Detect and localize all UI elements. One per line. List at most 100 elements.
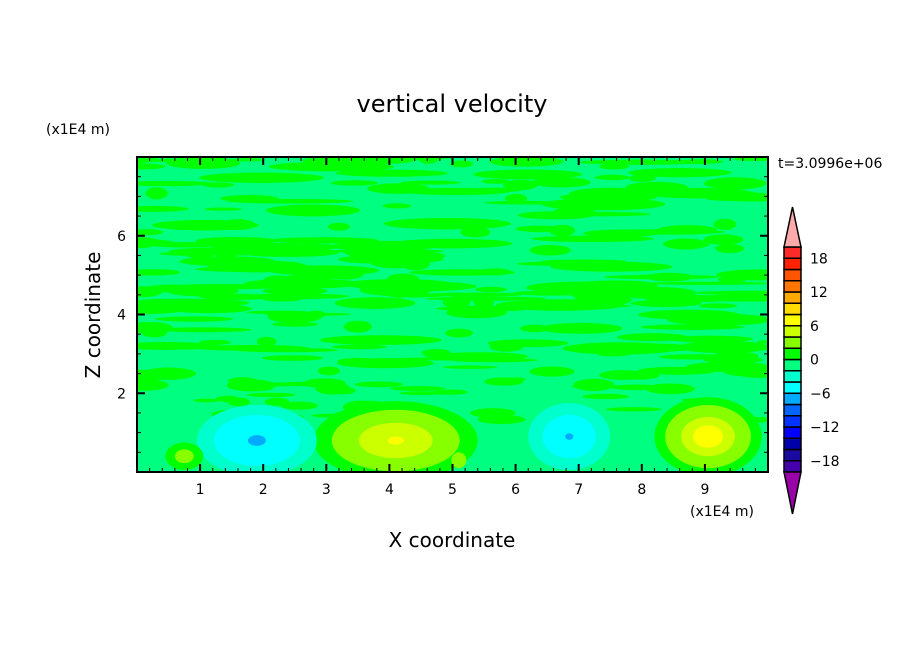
colorbar-box bbox=[783, 336, 802, 349]
colorbar-box bbox=[783, 280, 802, 293]
contour-streak bbox=[137, 205, 189, 212]
contour-streak bbox=[550, 261, 673, 272]
colorbar-box bbox=[783, 358, 802, 372]
contour-streak bbox=[704, 177, 767, 190]
contour-streak bbox=[329, 249, 445, 254]
contour-streak bbox=[612, 286, 697, 299]
contour-region bbox=[451, 452, 467, 469]
contour-streak bbox=[232, 158, 266, 162]
colorbar-box bbox=[783, 257, 802, 271]
contour-streak bbox=[573, 378, 615, 392]
contour-streak bbox=[717, 276, 747, 283]
colorbar-box bbox=[783, 437, 802, 451]
colorbar-tick-label: 12 bbox=[810, 285, 828, 301]
contour-streak bbox=[589, 343, 701, 352]
contour-streak bbox=[678, 159, 724, 164]
contour-streak bbox=[259, 294, 305, 302]
contour-streak bbox=[703, 234, 744, 245]
contour-streak bbox=[198, 172, 324, 183]
colorbar-box bbox=[783, 392, 802, 406]
contour-streak bbox=[450, 160, 474, 168]
contour-streak bbox=[517, 211, 594, 220]
contour-streak bbox=[268, 237, 379, 244]
contour-streak bbox=[284, 274, 343, 280]
contour-streak bbox=[616, 333, 689, 342]
contour-streak bbox=[481, 179, 510, 184]
contour-streak bbox=[605, 407, 663, 412]
contour-streak bbox=[337, 357, 379, 365]
colorbar-box bbox=[783, 403, 802, 417]
contour-streak bbox=[445, 328, 473, 338]
contour-streak bbox=[539, 322, 623, 334]
contour-streak bbox=[208, 260, 308, 273]
contour-streak bbox=[331, 344, 388, 350]
contour-region bbox=[565, 433, 574, 440]
contour-streak bbox=[400, 180, 461, 185]
contour-region bbox=[693, 425, 724, 448]
contour-streak bbox=[526, 304, 633, 308]
contour-streak bbox=[549, 224, 576, 237]
contour-streak bbox=[359, 283, 432, 296]
contour-streak bbox=[317, 366, 340, 376]
contour-streak bbox=[277, 381, 323, 387]
contour-streak bbox=[347, 157, 466, 160]
contour-streak bbox=[599, 163, 630, 170]
contour-streak bbox=[643, 281, 768, 285]
contour-streak bbox=[264, 397, 290, 406]
contour-streak bbox=[327, 222, 350, 231]
contour-streak bbox=[400, 187, 511, 196]
x-tick-label: 2 bbox=[259, 482, 268, 498]
contour-streak bbox=[137, 321, 173, 334]
contour-streak bbox=[703, 356, 763, 364]
contour-streak bbox=[531, 177, 591, 188]
contour-streak bbox=[280, 401, 318, 410]
contour-streak bbox=[715, 243, 745, 254]
colorbar-box bbox=[783, 426, 802, 439]
contour-streak bbox=[473, 169, 583, 180]
colorbar-tick-label: −12 bbox=[810, 420, 840, 436]
contour-streak bbox=[541, 198, 666, 211]
chart-title: vertical velocity bbox=[357, 90, 548, 118]
x-tick-label: 4 bbox=[385, 482, 394, 498]
colorbar-box bbox=[783, 268, 802, 282]
x-tick-label: 7 bbox=[574, 482, 583, 498]
contour-streak bbox=[446, 307, 507, 319]
contour-streak bbox=[569, 287, 620, 300]
contour-streak bbox=[319, 335, 442, 345]
contour-streak bbox=[389, 386, 445, 391]
contour-streak bbox=[599, 370, 647, 380]
x-axis-label: X coordinate bbox=[389, 528, 516, 552]
contour-streak bbox=[512, 290, 590, 296]
contour-streak bbox=[335, 169, 448, 177]
contour-streak bbox=[427, 292, 523, 297]
contour-streak bbox=[261, 355, 324, 361]
contour-streak bbox=[204, 207, 243, 211]
contour-streak bbox=[594, 174, 630, 181]
contour-streak bbox=[137, 239, 176, 247]
contour-streak bbox=[477, 414, 526, 425]
y-tick-label: 6 bbox=[117, 229, 126, 245]
colorbar-box bbox=[783, 381, 802, 394]
contour-streak bbox=[202, 182, 235, 188]
contour-streak bbox=[399, 391, 447, 396]
contour-streak bbox=[583, 229, 657, 238]
contour-streak bbox=[373, 250, 445, 262]
colorbar-box bbox=[783, 246, 802, 259]
contour-streak bbox=[330, 180, 378, 186]
contour-streak bbox=[166, 285, 239, 297]
colorbar-tick-label: −6 bbox=[810, 386, 831, 402]
contour-streak bbox=[226, 379, 276, 392]
contour-streak bbox=[302, 378, 347, 389]
x-unit-label: (x1E4 m) bbox=[690, 504, 754, 520]
contour-streak bbox=[473, 296, 495, 308]
contour-streak bbox=[256, 336, 277, 347]
contour-streak bbox=[354, 381, 404, 388]
contour-streak bbox=[638, 309, 740, 320]
y-tick-label: 4 bbox=[117, 308, 126, 324]
contour-streak bbox=[137, 229, 164, 236]
contour-streak bbox=[489, 157, 564, 167]
x-tick-label: 8 bbox=[637, 482, 646, 498]
contour-streak bbox=[640, 324, 745, 330]
contour-streak bbox=[145, 187, 168, 200]
contour-streak bbox=[756, 340, 768, 344]
